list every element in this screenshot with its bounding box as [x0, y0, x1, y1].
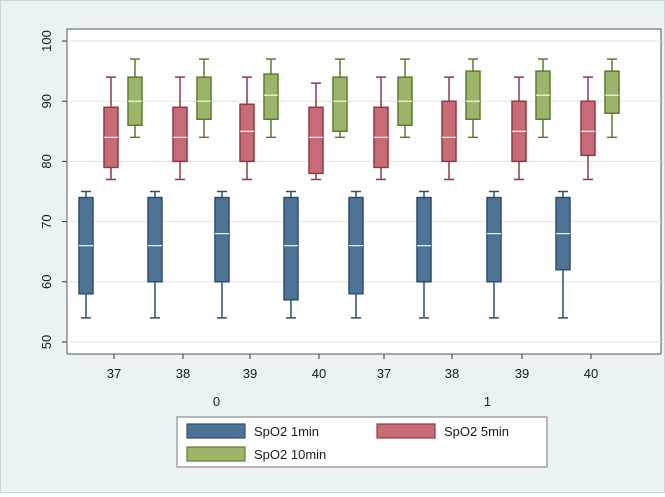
x-tick-label: 39 [515, 366, 529, 381]
box-2-4 [397, 58, 413, 139]
box-1-1 [172, 76, 188, 181]
box-1-6 [511, 76, 527, 181]
group-label: 0 [213, 394, 220, 409]
legend-swatch [186, 446, 246, 462]
legend-label: SpO2 1min [254, 424, 319, 439]
box-2-2 [263, 58, 279, 139]
box-2-7 [604, 58, 620, 139]
box-body [172, 106, 188, 163]
box-1-5 [441, 76, 457, 181]
box-0-3 [283, 190, 299, 319]
box-1-7 [580, 76, 596, 181]
y-tick-label: 60 [39, 275, 54, 289]
y-gridlines [67, 40, 661, 343]
y-tick-label: 90 [39, 94, 54, 108]
box-0-2 [214, 190, 230, 319]
x-axis: 37 38 39 40 0 37 38 39 40 1 [107, 354, 598, 409]
box-0-6 [486, 190, 502, 319]
box-body [465, 70, 481, 121]
box-2-6 [535, 58, 551, 139]
legend-label: SpO2 5min [444, 424, 509, 439]
legend-swatch [186, 423, 246, 439]
box-body [604, 70, 620, 115]
box-body [580, 100, 596, 157]
legend-label: SpO2 10min [254, 447, 326, 462]
y-tick-label: 70 [39, 214, 54, 228]
box-1-4 [373, 76, 389, 181]
box-body [283, 196, 299, 301]
box-0-0 [78, 190, 94, 319]
box-body [196, 76, 212, 121]
box-0-1 [147, 190, 163, 319]
x-tick-label: 39 [243, 366, 257, 381]
box-body [147, 196, 163, 283]
x-tick-label: 37 [107, 366, 121, 381]
box-1-3 [308, 82, 324, 181]
box-1-2 [239, 76, 255, 181]
legend-swatch [376, 423, 436, 439]
box-2-1 [196, 58, 212, 139]
box-body [486, 196, 502, 283]
legend: SpO2 1min SpO2 5min SpO2 10min [176, 416, 548, 468]
box-body [263, 73, 279, 121]
box-2-0 [127, 58, 143, 139]
group-label: 1 [484, 394, 491, 409]
y-tick-label: 100 [39, 30, 54, 52]
box-0-7 [555, 190, 571, 319]
x-tick-label: 38 [445, 366, 459, 381]
x-tick-label: 38 [176, 366, 190, 381]
box-0-5 [416, 190, 432, 319]
x-tick-label: 37 [377, 366, 391, 381]
box-body [308, 106, 324, 175]
box-2-3 [332, 58, 348, 139]
y-tick-label: 50 [39, 335, 54, 349]
box-body [332, 76, 348, 133]
box-2-5 [465, 58, 481, 139]
box-1-0 [103, 76, 119, 181]
box-body [441, 100, 457, 163]
box-body [416, 196, 432, 283]
y-axis: 50 60 70 80 90 100 [39, 30, 67, 349]
box-series [78, 58, 620, 319]
box-body [214, 196, 230, 283]
x-tick-label: 40 [584, 366, 598, 381]
box-body [239, 103, 255, 163]
y-tick-label: 80 [39, 154, 54, 168]
box-0-4 [348, 190, 364, 319]
x-tick-label: 40 [312, 366, 326, 381]
